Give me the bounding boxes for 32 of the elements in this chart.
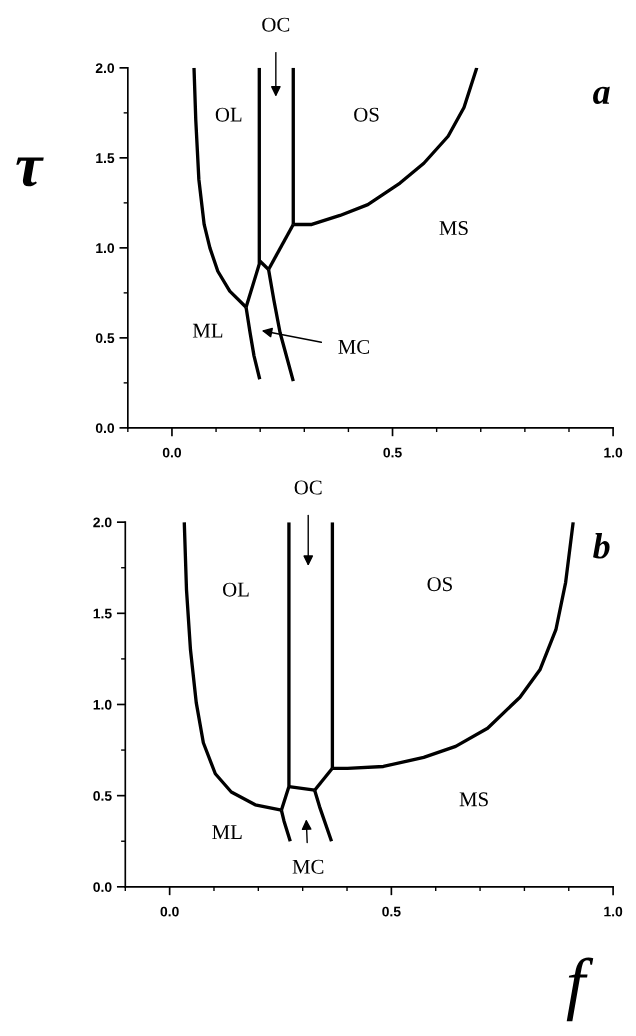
annotation: MS (459, 792, 488, 807)
x-tick-label: 0.0 (160, 906, 179, 917)
y-tick-label: 1.5 (93, 608, 112, 619)
chart-title: b (593, 533, 610, 559)
annotation: MS (439, 221, 468, 236)
y-tick-label: 2.0 (95, 63, 115, 74)
y-tick-label: 1.0 (93, 699, 112, 710)
y-axis-title: τ (16, 157, 44, 187)
y-tick-label: 0.0 (95, 423, 115, 434)
x-tick-label: 0.5 (383, 447, 402, 458)
y-tick-label: 0.5 (93, 790, 112, 801)
x-tick-label: 1.0 (604, 447, 623, 458)
text: OC (262, 17, 290, 32)
y-tick-label: 1.0 (96, 243, 115, 254)
annotation: OL (223, 582, 249, 597)
annotation: MC (338, 339, 370, 354)
y-tick-label: 0.5 (95, 333, 115, 344)
x-tick-label: 0.0 (162, 447, 182, 458)
x-tick-label: 0.5 (382, 906, 401, 917)
chart-title: a (593, 86, 610, 105)
annotation: OL (215, 107, 242, 122)
annotation: MC (292, 859, 324, 874)
y-tick-label: 2.0 (93, 517, 112, 528)
annotation: ML (212, 825, 242, 839)
y-tick-label: 0.0 (93, 882, 112, 892)
text: OC (294, 480, 322, 495)
annotation: OS (427, 577, 452, 592)
y-tick-label: 1.5 (96, 153, 115, 164)
x-axis-title: f (566, 957, 594, 1022)
annotation: OS (354, 107, 379, 122)
x-tick-label: 1.0 (604, 906, 623, 917)
annotation: ML (192, 323, 223, 338)
